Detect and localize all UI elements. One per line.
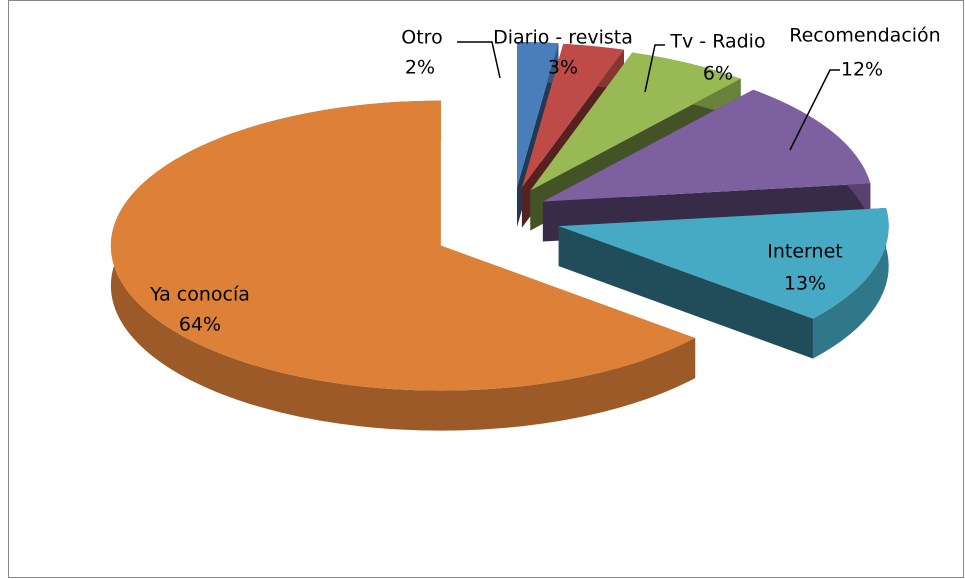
category-label: Recomendación	[789, 25, 940, 47]
slice-side	[812, 207, 889, 359]
value-label: 2%	[405, 57, 435, 79]
category-label: Diario - revista	[493, 27, 633, 49]
value-label: 3%	[548, 57, 578, 79]
category-label: Ya conocía	[149, 284, 250, 306]
slice	[517, 42, 559, 188]
slice-wall	[558, 226, 813, 359]
category-label: Internet	[767, 241, 842, 263]
slice	[530, 52, 741, 191]
leader-line	[644, 44, 665, 93]
slice-tops	[110, 42, 889, 391]
leader-line	[789, 69, 840, 151]
slice	[558, 207, 889, 319]
category-label: Tv - Radio	[669, 31, 765, 53]
slice-side	[110, 100, 696, 431]
value-label: 6%	[703, 63, 733, 85]
slice	[521, 43, 624, 188]
value-label: 64%	[179, 314, 221, 336]
leader-line	[457, 41, 501, 79]
category-label: Otro	[401, 27, 442, 49]
slice	[110, 100, 696, 391]
slice	[542, 89, 871, 202]
leader-lines	[457, 41, 840, 151]
labels: Otro 2% Diario - revista 3% Tv - Radio 6% Reco…	[149, 25, 941, 336]
value-label: 12%	[841, 59, 883, 81]
value-label: 13%	[784, 273, 826, 295]
